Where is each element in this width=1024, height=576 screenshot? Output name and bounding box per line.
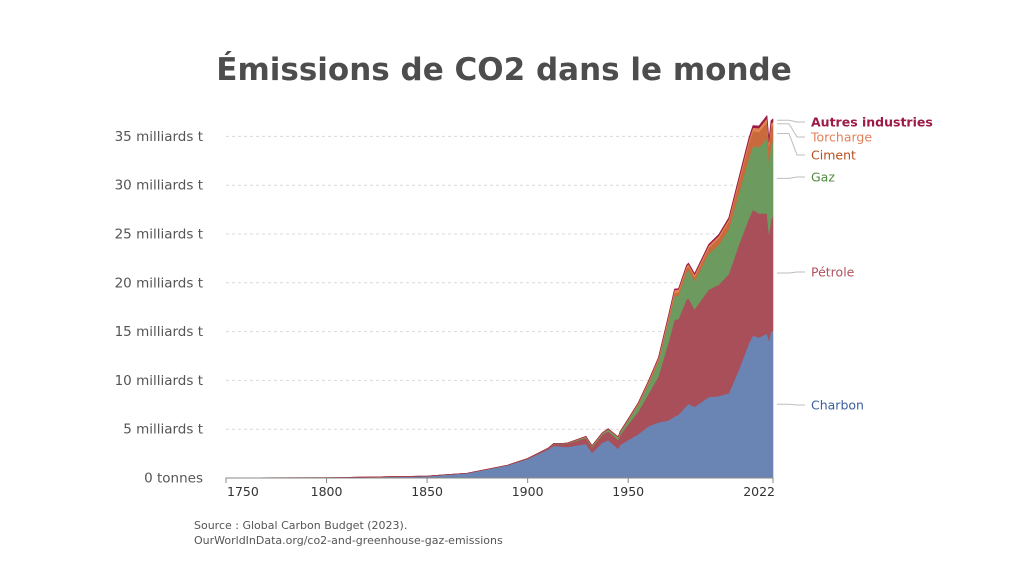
legend-label: Gaz (811, 170, 835, 185)
x-tick-label: 1900 (512, 484, 544, 499)
legend-connector (777, 403, 805, 406)
y-tick-label: 10 milliards t (115, 373, 203, 389)
y-tick-label: 30 milliards t (115, 178, 203, 194)
area-series-5 (225, 115, 774, 479)
source-url: OurWorldInData.org/co2-and-greenhouse-ga… (194, 534, 503, 547)
area-layer (225, 115, 774, 479)
axis-layer: 0 tonnes 5 milliards t 10 milliards t 15 mi… (115, 129, 775, 499)
legend-connector (777, 271, 805, 274)
legend-connector (777, 133, 805, 156)
y-tick-label: 15 milliards t (115, 324, 203, 340)
legend-label: Pétrole (811, 265, 855, 280)
grid-layer (226, 135, 773, 430)
x-tick-label: 2022 (743, 484, 775, 499)
x-tick-label: 1750 (227, 484, 259, 499)
y-tick-label: 25 milliards t (115, 227, 203, 243)
legend-label: Autres industries (811, 115, 933, 130)
legend-label: Charbon (811, 398, 864, 413)
y-tick-label: 5 milliards t (123, 422, 203, 438)
y-tick-label: 20 milliards t (115, 275, 203, 291)
chart-title: Émissions de CO2 dans le monde (216, 52, 792, 88)
legend-connector (777, 176, 805, 179)
legend-label: Ciment (811, 148, 856, 163)
legend-connector (777, 119, 805, 123)
y-tick-label: 35 milliards t (115, 129, 203, 145)
x-tick-label: 1950 (612, 484, 644, 499)
legend-connector (777, 123, 805, 138)
source-note: Source : Global Carbon Budget (2023). Ou… (194, 518, 503, 548)
x-tick-label: 1800 (311, 484, 343, 499)
legend-label: Torcharge (810, 130, 872, 145)
x-tick-label: 1850 (411, 484, 443, 499)
y-tick-label: 0 tonnes (144, 471, 203, 487)
source-citation: Source : Global Carbon Budget (2023). (194, 519, 408, 532)
